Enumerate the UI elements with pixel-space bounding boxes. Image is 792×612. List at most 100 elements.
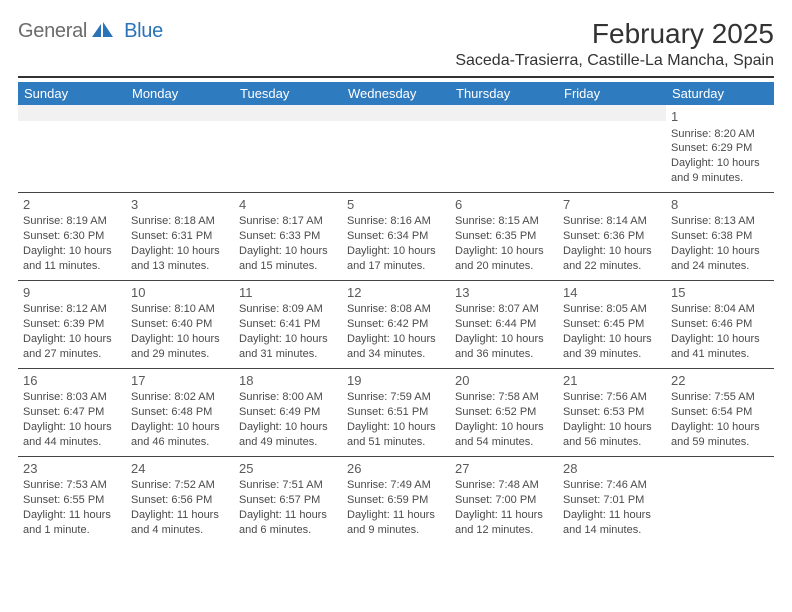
- sunset-text: Sunset: 6:40 PM: [131, 317, 229, 332]
- sunrise-text: Sunrise: 7:49 AM: [347, 478, 445, 493]
- daylight-text-2: and 56 minutes.: [563, 435, 661, 450]
- day-cell: 25Sunrise: 7:51 AMSunset: 6:57 PMDayligh…: [234, 456, 342, 543]
- daylight-text: Daylight: 11 hours: [23, 508, 121, 523]
- day-cell: 13Sunrise: 8:07 AMSunset: 6:44 PMDayligh…: [450, 280, 558, 368]
- sunset-text: Sunset: 6:48 PM: [131, 405, 229, 420]
- day-cell: 6Sunrise: 8:15 AMSunset: 6:35 PMDaylight…: [450, 192, 558, 280]
- day-number: 5: [347, 196, 445, 214]
- sunset-text: Sunset: 6:59 PM: [347, 493, 445, 508]
- sunset-text: Sunset: 6:53 PM: [563, 405, 661, 420]
- logo-sail-icon: [92, 22, 114, 43]
- daylight-text-2: and 11 minutes.: [23, 259, 121, 274]
- day-cell: 7Sunrise: 8:14 AMSunset: 6:36 PMDaylight…: [558, 192, 666, 280]
- sunrise-text: Sunrise: 8:18 AM: [131, 214, 229, 229]
- daylight-text-2: and 49 minutes.: [239, 435, 337, 450]
- daylight-text: Daylight: 10 hours: [455, 420, 553, 435]
- daylight-text-2: and 44 minutes.: [23, 435, 121, 450]
- day-number: 21: [563, 372, 661, 390]
- day-number: 10: [131, 284, 229, 302]
- week-row: 2Sunrise: 8:19 AMSunset: 6:30 PMDaylight…: [18, 192, 774, 280]
- empty-cell: [666, 456, 774, 543]
- day-header-row: SundayMondayTuesdayWednesdayThursdayFrid…: [18, 82, 774, 105]
- day-cell: 21Sunrise: 7:56 AMSunset: 6:53 PMDayligh…: [558, 368, 666, 456]
- sunset-text: Sunset: 6:31 PM: [131, 229, 229, 244]
- sunrise-text: Sunrise: 8:03 AM: [23, 390, 121, 405]
- location: Saceda-Trasierra, Castille-La Mancha, Sp…: [455, 52, 774, 70]
- day-number: 12: [347, 284, 445, 302]
- daylight-text: Daylight: 10 hours: [563, 420, 661, 435]
- day-cell: 28Sunrise: 7:46 AMSunset: 7:01 PMDayligh…: [558, 456, 666, 543]
- sunset-text: Sunset: 6:52 PM: [455, 405, 553, 420]
- day-number: 1: [671, 108, 769, 126]
- day-number: 6: [455, 196, 553, 214]
- daylight-text-2: and 54 minutes.: [455, 435, 553, 450]
- day-number: 25: [239, 460, 337, 478]
- calendar-page: General Blue February 2025 Saceda-Trasie…: [0, 0, 792, 554]
- daylight-text-2: and 34 minutes.: [347, 347, 445, 362]
- sunset-text: Sunset: 6:51 PM: [347, 405, 445, 420]
- sunrise-text: Sunrise: 7:56 AM: [563, 390, 661, 405]
- week-row: 1Sunrise: 8:20 AMSunset: 6:29 PMDaylight…: [18, 105, 774, 192]
- daylight-text: Daylight: 10 hours: [671, 420, 769, 435]
- day-cell: 1Sunrise: 8:20 AMSunset: 6:29 PMDaylight…: [666, 105, 774, 192]
- daylight-text: Daylight: 10 hours: [23, 420, 121, 435]
- sunset-text: Sunset: 6:42 PM: [347, 317, 445, 332]
- daylight-text-2: and 46 minutes.: [131, 435, 229, 450]
- sunrise-text: Sunrise: 7:58 AM: [455, 390, 553, 405]
- day-number: 26: [347, 460, 445, 478]
- daylight-text-2: and 14 minutes.: [563, 523, 661, 538]
- sunset-text: Sunset: 6:39 PM: [23, 317, 121, 332]
- calendar-table: SundayMondayTuesdayWednesdayThursdayFrid…: [18, 82, 774, 544]
- sunrise-text: Sunrise: 8:13 AM: [671, 214, 769, 229]
- daylight-text-2: and 9 minutes.: [671, 171, 769, 186]
- daylight-text: Daylight: 10 hours: [455, 332, 553, 347]
- daylight-text-2: and 39 minutes.: [563, 347, 661, 362]
- day-cell: 9Sunrise: 8:12 AMSunset: 6:39 PMDaylight…: [18, 280, 126, 368]
- day-number: 7: [563, 196, 661, 214]
- sunrise-text: Sunrise: 8:12 AM: [23, 302, 121, 317]
- sunrise-text: Sunrise: 8:08 AM: [347, 302, 445, 317]
- daylight-text-2: and 4 minutes.: [131, 523, 229, 538]
- daylight-text: Daylight: 11 hours: [131, 508, 229, 523]
- daylight-text: Daylight: 10 hours: [563, 244, 661, 259]
- day-number: 3: [131, 196, 229, 214]
- sunset-text: Sunset: 6:34 PM: [347, 229, 445, 244]
- day-cell: 12Sunrise: 8:08 AMSunset: 6:42 PMDayligh…: [342, 280, 450, 368]
- sunrise-text: Sunrise: 7:53 AM: [23, 478, 121, 493]
- day-cell: 5Sunrise: 8:16 AMSunset: 6:34 PMDaylight…: [342, 192, 450, 280]
- daylight-text: Daylight: 10 hours: [131, 420, 229, 435]
- day-header: Monday: [126, 82, 234, 105]
- daylight-text: Daylight: 10 hours: [671, 332, 769, 347]
- day-header: Wednesday: [342, 82, 450, 105]
- daylight-text-2: and 22 minutes.: [563, 259, 661, 274]
- daylight-text: Daylight: 10 hours: [131, 332, 229, 347]
- logo: General Blue: [18, 20, 163, 43]
- day-cell: 16Sunrise: 8:03 AMSunset: 6:47 PMDayligh…: [18, 368, 126, 456]
- day-cell: 24Sunrise: 7:52 AMSunset: 6:56 PMDayligh…: [126, 456, 234, 543]
- day-cell: 18Sunrise: 8:00 AMSunset: 6:49 PMDayligh…: [234, 368, 342, 456]
- logo-text-2: Blue: [124, 20, 163, 43]
- day-cell: 26Sunrise: 7:49 AMSunset: 6:59 PMDayligh…: [342, 456, 450, 543]
- daylight-text-2: and 24 minutes.: [671, 259, 769, 274]
- daylight-text-2: and 36 minutes.: [455, 347, 553, 362]
- title-block: February 2025 Saceda-Trasierra, Castille…: [455, 18, 774, 70]
- day-number: 22: [671, 372, 769, 390]
- calendar-head: SundayMondayTuesdayWednesdayThursdayFrid…: [18, 82, 774, 105]
- sunrise-text: Sunrise: 7:46 AM: [563, 478, 661, 493]
- daylight-text: Daylight: 11 hours: [347, 508, 445, 523]
- day-number: 4: [239, 196, 337, 214]
- sunrise-text: Sunrise: 7:52 AM: [131, 478, 229, 493]
- day-cell: 22Sunrise: 7:55 AMSunset: 6:54 PMDayligh…: [666, 368, 774, 456]
- sunrise-text: Sunrise: 8:15 AM: [455, 214, 553, 229]
- daylight-text: Daylight: 10 hours: [23, 332, 121, 347]
- day-header: Friday: [558, 82, 666, 105]
- daylight-text-2: and 6 minutes.: [239, 523, 337, 538]
- day-header: Saturday: [666, 82, 774, 105]
- daylight-text: Daylight: 10 hours: [671, 244, 769, 259]
- sunset-text: Sunset: 6:55 PM: [23, 493, 121, 508]
- daylight-text-2: and 12 minutes.: [455, 523, 553, 538]
- sunset-text: Sunset: 6:33 PM: [239, 229, 337, 244]
- day-number: 19: [347, 372, 445, 390]
- day-number: 14: [563, 284, 661, 302]
- daylight-text: Daylight: 11 hours: [455, 508, 553, 523]
